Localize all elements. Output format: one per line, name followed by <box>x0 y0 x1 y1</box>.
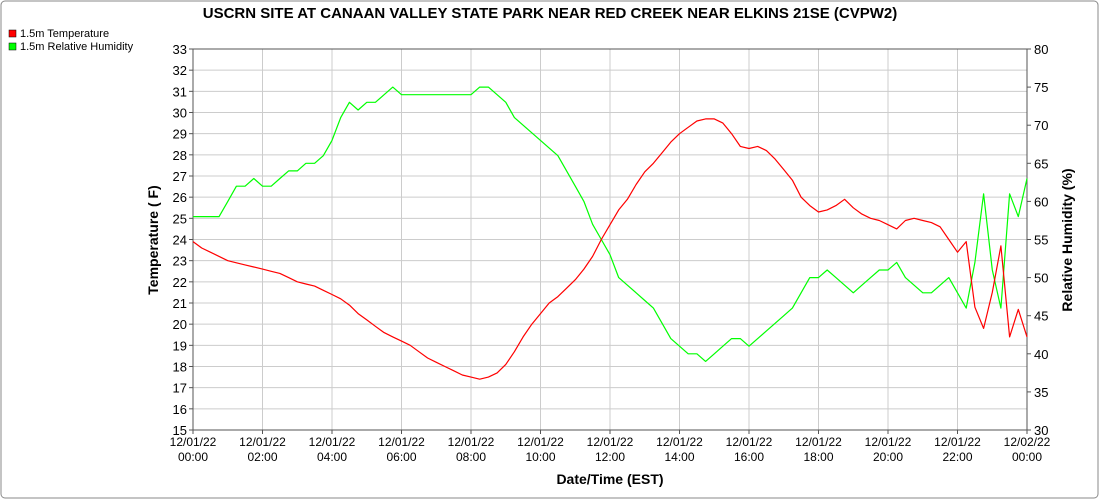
y-left-tick-label: 23 <box>173 254 187 269</box>
x-tick-label-time: 22:00 <box>942 450 972 464</box>
x-tick-label-time: 20:00 <box>873 450 903 464</box>
y-left-tick-label: 29 <box>173 127 187 142</box>
x-tick-label-date: 12/01/22 <box>795 435 842 449</box>
legend-swatch-temperature <box>8 29 17 38</box>
x-tick-label-date: 12/01/22 <box>656 435 703 449</box>
y-left-tick-label: 27 <box>173 169 187 184</box>
series-line-humidity <box>193 86 1028 362</box>
y-right-tick-label: 60 <box>1034 194 1048 209</box>
y-right-tick-label: 55 <box>1034 233 1048 248</box>
y-right-tick-label: 35 <box>1034 385 1048 400</box>
x-tick-label-time: 06:00 <box>386 450 416 464</box>
x-tick-label-date: 12/01/22 <box>517 435 564 449</box>
y-right-tick-label: 65 <box>1034 156 1048 171</box>
legend-swatch-humidity <box>8 42 17 51</box>
y-left-tick-label: 22 <box>173 275 187 290</box>
series-layer <box>192 86 1028 380</box>
y-left-tick-label: 33 <box>173 42 187 57</box>
legend-label-humidity: 1.5m Relative Humidity <box>20 41 134 53</box>
tick-layer: 15 16 17 18 19 20 21 22 23 24 25 26 27 28 29 30 31 32 33 30… <box>170 42 1051 464</box>
y-right-tick-label: 80 <box>1034 42 1048 57</box>
y-axis-right-label: Relative Humidity (%) <box>1059 168 1075 311</box>
x-tick-label-date: 12/01/22 <box>934 435 981 449</box>
y-left-tick-label: 25 <box>173 211 187 226</box>
y-left-tick-label: 24 <box>173 233 187 248</box>
chart-title: USCRN SITE AT CANAAN VALLEY STATE PARK N… <box>203 5 898 22</box>
y-left-tick-label: 26 <box>173 190 187 205</box>
x-axis-label: Date/Time (EST) <box>556 471 663 487</box>
y-left-tick-label: 15 <box>173 423 187 438</box>
legend-label-temperature: 1.5m Temperature <box>20 28 109 40</box>
x-tick-label-time: 08:00 <box>456 450 486 464</box>
y-left-tick-label: 31 <box>173 84 187 99</box>
x-tick-label-time: 16:00 <box>734 450 764 464</box>
y-right-tick-label: 40 <box>1034 347 1048 362</box>
y-right-tick-label: 45 <box>1034 309 1048 324</box>
y-left-tick-label: 21 <box>173 296 187 311</box>
x-tick-label-date: 12/01/22 <box>448 435 495 449</box>
y-right-tick-label: 70 <box>1034 118 1048 133</box>
series-line-temperature <box>192 118 1028 380</box>
x-tick-label-date: 12/01/22 <box>726 435 773 449</box>
y-axis-left-label: Temperature ( F) <box>145 185 161 294</box>
y-left-tick-label: 19 <box>173 338 187 353</box>
x-tick-label-date: 12/01/22 <box>239 435 286 449</box>
x-tick-label-time: 00:00 <box>178 450 208 464</box>
y-left-tick-label: 28 <box>173 148 187 163</box>
x-tick-label-date: 12/01/22 <box>865 435 912 449</box>
x-tick-label-date: 12/01/22 <box>170 435 217 449</box>
x-tick-label-date: 12/02/22 <box>1004 435 1051 449</box>
x-tick-label-date: 12/01/22 <box>378 435 425 449</box>
x-tick-label-date: 12/01/22 <box>309 435 356 449</box>
y-right-tick-label: 50 <box>1034 271 1048 286</box>
x-tick-label-time: 10:00 <box>525 450 555 464</box>
x-tick-label-time: 12:00 <box>595 450 625 464</box>
y-left-tick-label: 16 <box>173 402 187 417</box>
y-left-tick-label: 20 <box>173 317 187 332</box>
y-left-tick-label: 30 <box>173 106 187 121</box>
x-tick-label-time: 18:00 <box>803 450 833 464</box>
y-right-tick-label: 30 <box>1034 423 1048 438</box>
x-tick-label-time: 04:00 <box>317 450 347 464</box>
x-tick-label-time: 02:00 <box>247 450 277 464</box>
x-tick-label-time: 14:00 <box>664 450 694 464</box>
y-right-tick-label: 75 <box>1034 80 1048 95</box>
y-left-tick-label: 18 <box>173 360 187 375</box>
y-left-tick-label: 17 <box>173 381 187 396</box>
x-tick-label-date: 12/01/22 <box>587 435 634 449</box>
x-tick-label-time: 00:00 <box>1012 450 1042 464</box>
legend: 1.5m Temperature 1.5m Relative Humidity <box>8 28 134 53</box>
y-left-tick-label: 32 <box>173 63 187 78</box>
